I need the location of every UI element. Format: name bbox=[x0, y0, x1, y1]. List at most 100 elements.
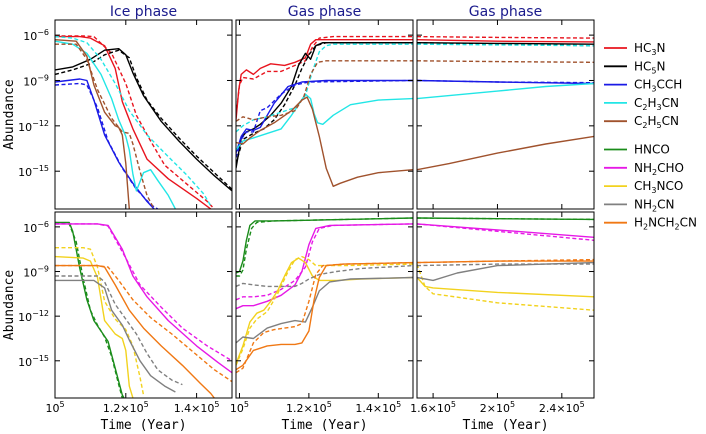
y-tick-label-sup: −9 bbox=[37, 73, 49, 82]
series-line-C2H3CN-solid-r0c0 bbox=[55, 40, 177, 209]
legend-subscript: 2 bbox=[652, 204, 657, 213]
series-line-NH2CN-solid-r1c0 bbox=[55, 279, 176, 393]
x-tick-label-base: 2×10 bbox=[480, 402, 510, 415]
panel-frame-r1c0 bbox=[54, 211, 233, 399]
y-tick-label-base: 10 bbox=[18, 121, 32, 134]
y-axis-label: Abundance bbox=[2, 270, 17, 341]
x-tick-label-sup: 5 bbox=[451, 400, 456, 409]
legend-text: C bbox=[634, 96, 642, 110]
legend-subscript: 3 bbox=[657, 103, 662, 112]
panel-title-0: Ice phase bbox=[110, 4, 177, 20]
series-line-CH3NCO-dashed-r1c2 bbox=[417, 263, 594, 311]
x-tick-label-sup: 5 bbox=[214, 400, 219, 409]
series-line-HC5N-dashed-r0c1 bbox=[236, 42, 413, 164]
legend-label-5: HNCO bbox=[634, 143, 670, 157]
panel-frame-r1c2 bbox=[416, 211, 595, 399]
series-line-CH3CCH-solid-r0c1 bbox=[236, 79, 413, 154]
legend-label-4: C2H5CN bbox=[634, 114, 679, 130]
legend-label-6: NH2CHO bbox=[634, 161, 684, 177]
series-line-C2H3CN-dashed-r0c2 bbox=[417, 43, 594, 47]
series-line-C2H5CN-dashed-r0c1 bbox=[236, 60, 413, 122]
x-tick-label-sup: 5 bbox=[59, 400, 64, 409]
y-axis-label: Abundance bbox=[2, 79, 17, 150]
series-line-C2H5CN-solid-r0c2 bbox=[417, 135, 594, 171]
x-tick-label: 105 bbox=[45, 400, 64, 415]
series-line-HC5N-solid-r0c1 bbox=[236, 42, 413, 169]
series-line-CH3NCO-dashed-r1c0 bbox=[55, 247, 145, 396]
series-line-H2NCH2CN-solid-r1c1 bbox=[236, 261, 413, 371]
series-line-NH2CN-dashed-r1c0 bbox=[55, 275, 183, 386]
x-tick-label: 1.4×105 bbox=[174, 400, 220, 415]
legend-text: CH bbox=[634, 179, 651, 193]
y-tick-label-sup: −12 bbox=[32, 119, 49, 128]
series-line-C2H3CN-solid-r0c2 bbox=[417, 82, 594, 100]
series-line-H2NCH2CN-dashed-r1c2 bbox=[417, 258, 594, 264]
series-line-C2H5CN-solid-r0c0 bbox=[55, 39, 130, 209]
series-line-CH3CCH-dashed-r0c1 bbox=[236, 79, 413, 158]
x-tick-label-base: 1.4×10 bbox=[355, 402, 396, 415]
x-axis-label: Time (Year) bbox=[281, 418, 367, 433]
legend-label-1: HC5N bbox=[634, 59, 665, 75]
y-tick-label-sup: −9 bbox=[37, 265, 49, 274]
x-tick-label: 1.2×105 bbox=[103, 400, 149, 415]
x-tick-label-base: 1.2×10 bbox=[103, 402, 144, 415]
legend-label-3: C2H3CN bbox=[634, 96, 679, 112]
legend-text: H bbox=[647, 96, 656, 110]
series-line-CH3CCH-dashed-r0c2 bbox=[417, 79, 594, 84]
series-line-HC3N-solid-r0c1 bbox=[236, 39, 413, 120]
x-tick-label-sup: 5 bbox=[244, 400, 249, 409]
series-line-NH2CHO-solid-r1c1 bbox=[236, 223, 413, 310]
legend-text: N bbox=[657, 41, 666, 55]
y-tick-label: 10−9 bbox=[23, 265, 49, 280]
series-line-HC5N-solid-r0c0 bbox=[55, 48, 232, 192]
x-tick-label-base: 1.6×10 bbox=[410, 402, 451, 415]
legend-subscript: 2 bbox=[643, 223, 648, 232]
series-line-H2NCH2CN-solid-r1c0 bbox=[55, 264, 215, 398]
panel-frame-r0c1 bbox=[235, 19, 414, 210]
legend-subscript: 2 bbox=[652, 168, 657, 177]
series-line-NH2CHO-solid-r1c0 bbox=[55, 223, 232, 374]
legend-subscript: 5 bbox=[657, 121, 662, 130]
y-tick-label-base: 10 bbox=[18, 311, 32, 324]
legend-text: CN bbox=[680, 216, 697, 230]
legend-text: CN bbox=[662, 114, 679, 128]
y-tick-label: 10−15 bbox=[18, 354, 49, 369]
y-tick-label-sup: −12 bbox=[32, 309, 49, 318]
legend-subscript: 5 bbox=[651, 66, 656, 75]
legend-subscript: 3 bbox=[651, 48, 656, 57]
legend-subscript: 3 bbox=[651, 85, 656, 94]
x-axis-label: Time (Year) bbox=[462, 418, 548, 433]
panel-frame-r0c0 bbox=[54, 19, 233, 210]
series-line-NH2CN-dashed-r1c1 bbox=[236, 264, 413, 288]
x-tick-label-sup: 5 bbox=[580, 400, 585, 409]
series-line-HC5N-dashed-r0c0 bbox=[55, 49, 232, 190]
panel-frame-r0c2 bbox=[416, 19, 595, 210]
y-tick-label-base: 10 bbox=[23, 267, 37, 280]
x-tick-label-sup: 5 bbox=[396, 400, 401, 409]
x-tick-label-sup: 5 bbox=[144, 400, 149, 409]
y-tick-label-sup: −6 bbox=[37, 220, 49, 229]
x-tick-label-base: 2.4×10 bbox=[539, 402, 580, 415]
y-tick-label: 10−12 bbox=[18, 119, 49, 134]
panel-title-1: Gas phase bbox=[288, 4, 361, 20]
series-line-HNCO-dashed-r1c0 bbox=[55, 221, 123, 398]
series-line-C2H3CN-solid-r0c1 bbox=[236, 93, 413, 151]
series-line-NH2CN-dashed-r1c2 bbox=[417, 263, 594, 267]
legend-label-0: HC3N bbox=[634, 41, 665, 57]
legend-text: NCH bbox=[648, 216, 674, 230]
legend-subscript: 2 bbox=[642, 103, 647, 112]
legend-label-9: H2NCH2CN bbox=[634, 216, 697, 232]
series-line-NH2CHO-dashed-r1c0 bbox=[55, 223, 232, 362]
y-tick-label-base: 10 bbox=[18, 356, 32, 369]
y-tick-label: 10−6 bbox=[23, 220, 49, 235]
series-line-CH3NCO-solid-r1c1 bbox=[236, 257, 413, 365]
y-tick-label-base: 10 bbox=[23, 222, 37, 235]
x-tick-label-sup: 5 bbox=[510, 400, 515, 409]
legend-text: H bbox=[647, 114, 656, 128]
legend-subscript: 2 bbox=[642, 121, 647, 130]
x-axis-label: Time (Year) bbox=[100, 418, 186, 433]
legend-text: NCO bbox=[657, 179, 684, 193]
series-line-HC3N-solid-r0c2 bbox=[417, 39, 594, 43]
x-tick-label: 2.4×105 bbox=[539, 400, 585, 415]
